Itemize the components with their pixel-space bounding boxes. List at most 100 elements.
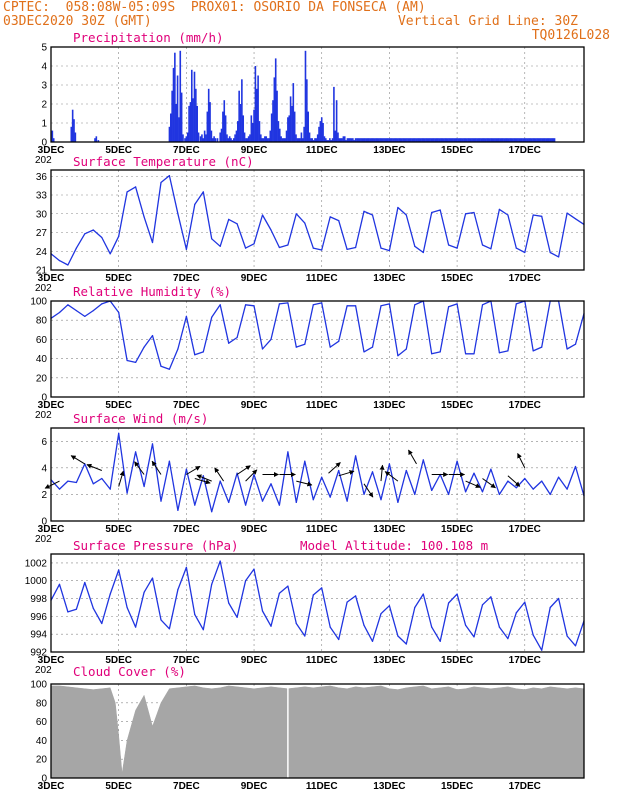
- precip-bar: [205, 134, 207, 142]
- pressure-point: [312, 594, 314, 596]
- temp-point: [58, 260, 61, 262]
- precip-bar: [352, 138, 354, 142]
- pressure-point: [135, 626, 137, 628]
- xtick-label: 15DEC: [441, 145, 473, 156]
- wind-point: [270, 483, 272, 485]
- precip-bar: [530, 138, 533, 142]
- xtick-label: 15DEC: [441, 781, 473, 792]
- precip-bar: [247, 136, 250, 142]
- temp-point: [219, 245, 221, 247]
- rh-point: [498, 352, 500, 354]
- precip-bar: [270, 113, 273, 142]
- header-date: 03DEC2020 30Z (GMT): [3, 14, 152, 29]
- precip-bar: [276, 90, 278, 142]
- precip-bar: [471, 138, 473, 142]
- precip-bar: [533, 138, 536, 142]
- precip-bar: [324, 138, 327, 142]
- xtick-label: 9DEC: [241, 781, 268, 792]
- xtick-label: 13DEC: [373, 781, 405, 792]
- precip-bar: [238, 90, 240, 142]
- xtick-label: 11DEC: [306, 524, 338, 535]
- precip-bar: [540, 138, 542, 142]
- precip-bar: [488, 138, 491, 142]
- xtick-label: 17DEC: [509, 524, 541, 535]
- precip-bar: [333, 86, 335, 142]
- temp-point: [355, 246, 357, 249]
- precip-bar: [437, 138, 439, 142]
- precip-bar: [306, 79, 308, 142]
- rh-point: [304, 343, 306, 345]
- precip-bar: [422, 138, 425, 142]
- precip-bar: [319, 121, 322, 142]
- precip-bar: [283, 138, 285, 142]
- xtick-clipped-label: 202: [35, 155, 52, 166]
- temp-point: [202, 191, 204, 193]
- precip-bar: [518, 138, 521, 142]
- wind-point: [211, 511, 213, 513]
- wind-point: [101, 477, 103, 480]
- wind-point: [67, 480, 69, 482]
- precip-bar: [199, 136, 202, 142]
- precip-bar: [360, 138, 362, 142]
- precip-bar: [269, 130, 272, 142]
- temp-point: [92, 229, 94, 231]
- wind-arrow: [86, 463, 102, 471]
- wind-point: [118, 432, 120, 434]
- precip-bar: [477, 138, 480, 142]
- precip-bar: [482, 138, 484, 142]
- wind-point: [109, 488, 111, 490]
- precip-bar: [353, 140, 356, 142]
- precip-bar: [343, 136, 346, 142]
- wind-point: [346, 500, 348, 502]
- ytick-label: 4: [41, 463, 47, 474]
- precip-bar: [280, 136, 282, 142]
- pressure-point: [202, 629, 204, 631]
- precip-bar: [452, 138, 454, 142]
- precip-bar: [354, 138, 357, 142]
- precip-bar: [361, 138, 364, 142]
- precip-bar: [209, 102, 211, 142]
- rh-point: [566, 348, 568, 350]
- wind-point: [380, 499, 382, 501]
- rh-point: [448, 306, 450, 308]
- precip-bar: [440, 138, 442, 142]
- precip-bar: [296, 138, 299, 142]
- wind-point: [295, 501, 297, 503]
- wind-point: [304, 460, 306, 462]
- precip-bar: [487, 138, 490, 142]
- precip-bar: [446, 138, 449, 142]
- precip-bar: [341, 138, 343, 142]
- pressure-point: [524, 601, 526, 603]
- precip-bar: [224, 115, 227, 142]
- panel-pressure: 992 994 996 998 1000 1002 3DEC 5DEC 7DEC 9DEC 11DE…: [25, 538, 585, 676]
- ytick-label: 27: [36, 228, 48, 239]
- precip-bar: [178, 117, 180, 142]
- precip-bar: [284, 138, 286, 142]
- precip-bar: [337, 132, 339, 142]
- pressure-point: [101, 622, 103, 625]
- rh-point: [160, 365, 162, 367]
- wind-point: [261, 500, 264, 502]
- pressure-point: [185, 566, 187, 569]
- rh-point: [397, 355, 399, 357]
- precip-bar: [250, 115, 253, 142]
- precip-bar: [227, 138, 230, 142]
- temp-point: [532, 214, 534, 216]
- temp-point: [118, 235, 120, 237]
- precip-bar: [281, 138, 284, 142]
- wind-point: [287, 451, 289, 453]
- wind-point: [566, 488, 568, 490]
- temp-point: [135, 186, 137, 188]
- temp-point: [67, 264, 69, 266]
- ytick-label: 1000: [25, 576, 48, 587]
- precip-bar: [182, 134, 184, 142]
- precip-bar: [532, 138, 534, 142]
- wind-point: [456, 460, 458, 462]
- wind-point: [558, 476, 560, 478]
- precip-bar: [356, 138, 358, 142]
- panel-frame: [50, 553, 585, 653]
- pressure-point: [75, 608, 77, 610]
- rh-point: [270, 338, 272, 340]
- ytick-label: 33: [36, 191, 48, 202]
- temp-point: [507, 214, 509, 216]
